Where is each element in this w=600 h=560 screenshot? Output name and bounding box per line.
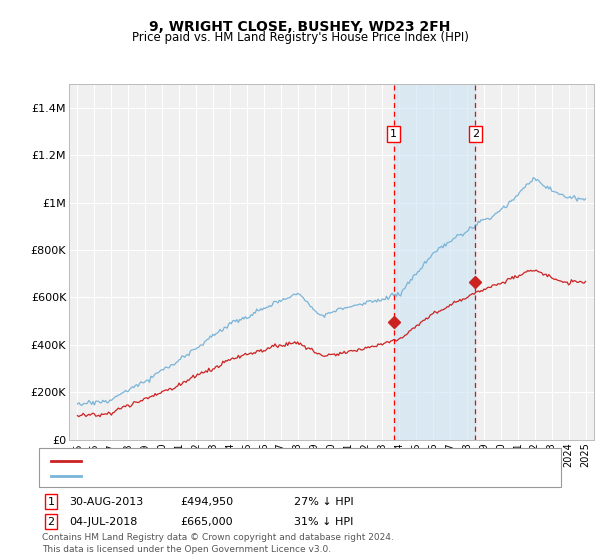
Bar: [394, 84, 475, 440]
Text: £494,950: £494,950: [180, 497, 233, 507]
Text: 9, WRIGHT CLOSE, BUSHEY, WD23 2FH (detached house): 9, WRIGHT CLOSE, BUSHEY, WD23 2FH (detac…: [87, 456, 385, 466]
Text: 1: 1: [47, 497, 55, 507]
Text: HPI: Average price, detached house, Hertsmere: HPI: Average price, detached house, Hert…: [87, 471, 335, 481]
Text: Contains HM Land Registry data © Crown copyright and database right 2024.
This d: Contains HM Land Registry data © Crown c…: [42, 533, 394, 554]
Text: 04-JUL-2018: 04-JUL-2018: [69, 517, 137, 527]
Text: 27% ↓ HPI: 27% ↓ HPI: [294, 497, 353, 507]
Text: 2: 2: [47, 517, 55, 527]
Text: 30-AUG-2013: 30-AUG-2013: [69, 497, 143, 507]
Text: £665,000: £665,000: [180, 517, 233, 527]
Text: 2: 2: [472, 129, 479, 139]
Text: Price paid vs. HM Land Registry's House Price Index (HPI): Price paid vs. HM Land Registry's House …: [131, 31, 469, 44]
Text: 1: 1: [390, 129, 397, 139]
Text: 31% ↓ HPI: 31% ↓ HPI: [294, 517, 353, 527]
Text: 9, WRIGHT CLOSE, BUSHEY, WD23 2FH: 9, WRIGHT CLOSE, BUSHEY, WD23 2FH: [149, 20, 451, 34]
